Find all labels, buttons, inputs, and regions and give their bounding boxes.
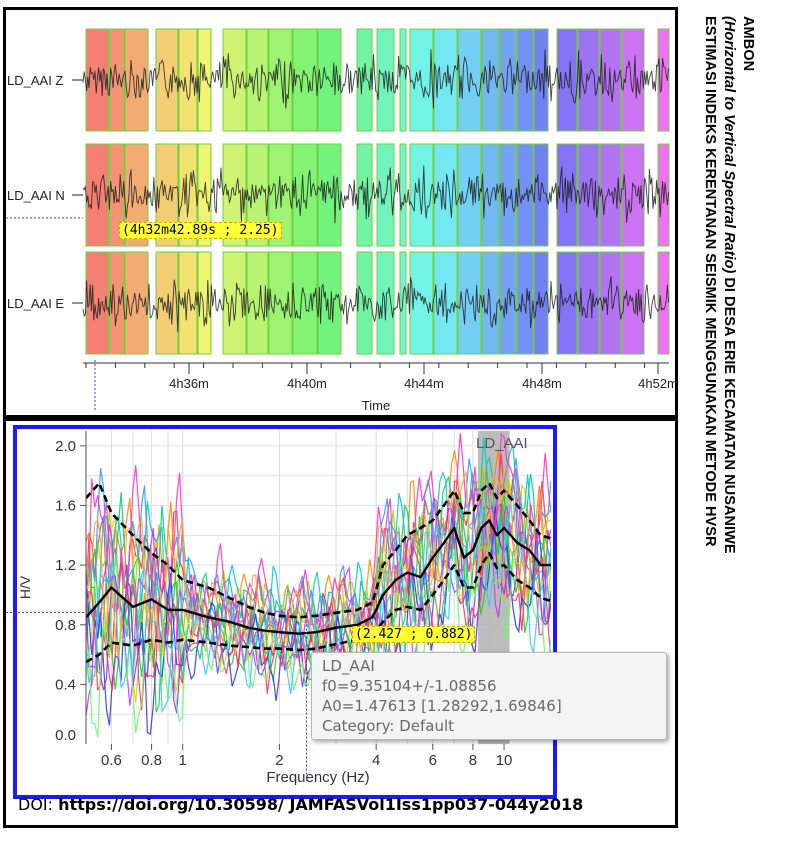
window-block [222, 251, 247, 355]
window-block [657, 28, 670, 132]
hvsr-cursor-label: (2.427 ; 0.882) [352, 626, 476, 643]
window-block [317, 143, 342, 247]
window-block [481, 143, 500, 247]
tooltip-category: Category: Default [322, 717, 455, 735]
title-line-2-italic: (Horizontal to Vertical Spectral Ratio) [721, 16, 737, 273]
window-block [499, 251, 517, 355]
seismic-trace [82, 165, 670, 224]
title-line-2: (Horizontal to Vertical Spectral Ratio) … [721, 16, 737, 554]
seismic-trace [82, 275, 670, 333]
y-tick-label-partial: 0.0 [55, 727, 76, 744]
window-block [577, 143, 600, 247]
title-line-3: AMBON [740, 16, 756, 71]
title-line-1: ESTIMASI INDEKS KERENTANAN SEISMIK MENGG… [702, 16, 718, 547]
time-series-panel: LD_AAI Z LD_AAI N LD_AAI E 4h36m 4h40m 4h44m 4… [3, 7, 678, 418]
time-tick-label: 4h36m [169, 376, 209, 391]
x-tick-label: 1 [179, 752, 187, 769]
window-block [292, 28, 318, 132]
window-block [481, 28, 500, 132]
window-block [246, 251, 269, 355]
window-block [599, 251, 622, 355]
trace-label: LD_AAI N [7, 188, 65, 203]
window-block [317, 251, 342, 355]
window-block [108, 28, 125, 132]
time-tick-label: 4h48m [522, 376, 562, 391]
curves-group [86, 432, 551, 738]
peak-tooltip: LD_AAI f0=9.35104+/-1.08856 A0=1.47613 [… [311, 652, 667, 740]
y-tick-label: 1.2 [55, 557, 76, 574]
window-block [516, 251, 534, 355]
std-upper-curve [86, 481, 551, 619]
y-tick-label: 1.6 [55, 498, 76, 515]
y-tick-label: 0.8 [55, 617, 76, 634]
x-tick-label: 2 [275, 752, 283, 769]
x-axis-label: Frequency (Hz) [266, 769, 369, 786]
trace-label: LD_AAI E [7, 296, 64, 311]
seismic-trace [82, 49, 670, 109]
x-tick-label: 0.6 [101, 752, 122, 769]
x-tick-label: 8 [469, 752, 477, 769]
window-block [457, 143, 482, 247]
hvsr-panel: 0.4 0.8 1.2 1.6 2.0 0.0 H/V 0.6 0.8 1 2 4 6 8 10 Freque… [3, 418, 678, 828]
time-axis-label: Time [362, 398, 390, 413]
window-block [409, 28, 434, 132]
window-block [433, 251, 458, 355]
x-tick-label: 4 [372, 752, 380, 769]
time-cursor-label: (4h32m42.89s ; 2.25) [119, 222, 282, 239]
time-tick-label: 4h52m [638, 376, 675, 391]
window-block [409, 143, 434, 247]
window-block [155, 251, 179, 355]
y-axis-label: H/V [17, 575, 33, 599]
window-block [516, 28, 534, 132]
window-block [376, 251, 395, 355]
x-tick-label: 6 [429, 752, 437, 769]
tooltip-f0: f0=9.35104+/-1.08856 [322, 677, 497, 695]
window-block [155, 28, 179, 132]
title-line-2-rest: DI DESA ERIE KECAMATAN NUSANIWE [721, 273, 737, 554]
x-tick-label: 0.8 [141, 752, 162, 769]
window-block [292, 251, 318, 355]
window-block [178, 143, 198, 247]
hvsr-chart: 0.4 0.8 1.2 1.6 2.0 0.0 H/V 0.6 0.8 1 2 4 6 8 10 Freque… [6, 425, 557, 799]
doi-prefix: DOI: [18, 795, 59, 814]
time-series-chart: LD_AAI Z LD_AAI N LD_AAI E 4h36m 4h40m 4h44m 4… [6, 28, 678, 413]
window-block [222, 28, 247, 132]
doi-link[interactable]: https://doi.org/10.30598/ JAMFASVol1Iss1… [58, 795, 584, 814]
doi-line: DOI: https://doi.org/10.30598/ JAMFASVol… [18, 795, 583, 814]
time-tick-label: 4h40m [287, 376, 327, 391]
tooltip-a0: A0=1.47613 [1.28292,1.69846] [322, 697, 562, 715]
time-tick-label: 4h44m [404, 376, 444, 391]
y-tick-label: 0.4 [55, 676, 76, 693]
window-curve [86, 498, 551, 711]
trace-label: LD_AAI Z [7, 73, 63, 88]
window-block [657, 251, 670, 355]
window-block [399, 28, 407, 132]
window-curve [86, 455, 551, 683]
window-block [376, 28, 395, 132]
plot-title: LD_AAI [476, 435, 528, 452]
y-tick-label: 2.0 [55, 438, 76, 455]
window-block [356, 28, 373, 132]
window-block [292, 143, 318, 247]
x-tick-label: 10 [496, 752, 513, 769]
article-title: ESTIMASI INDEKS KERENTANAN SEISMIK MENGG… [702, 16, 756, 554]
tooltip-name: LD_AAI [322, 657, 375, 675]
mean-curve [86, 519, 551, 635]
